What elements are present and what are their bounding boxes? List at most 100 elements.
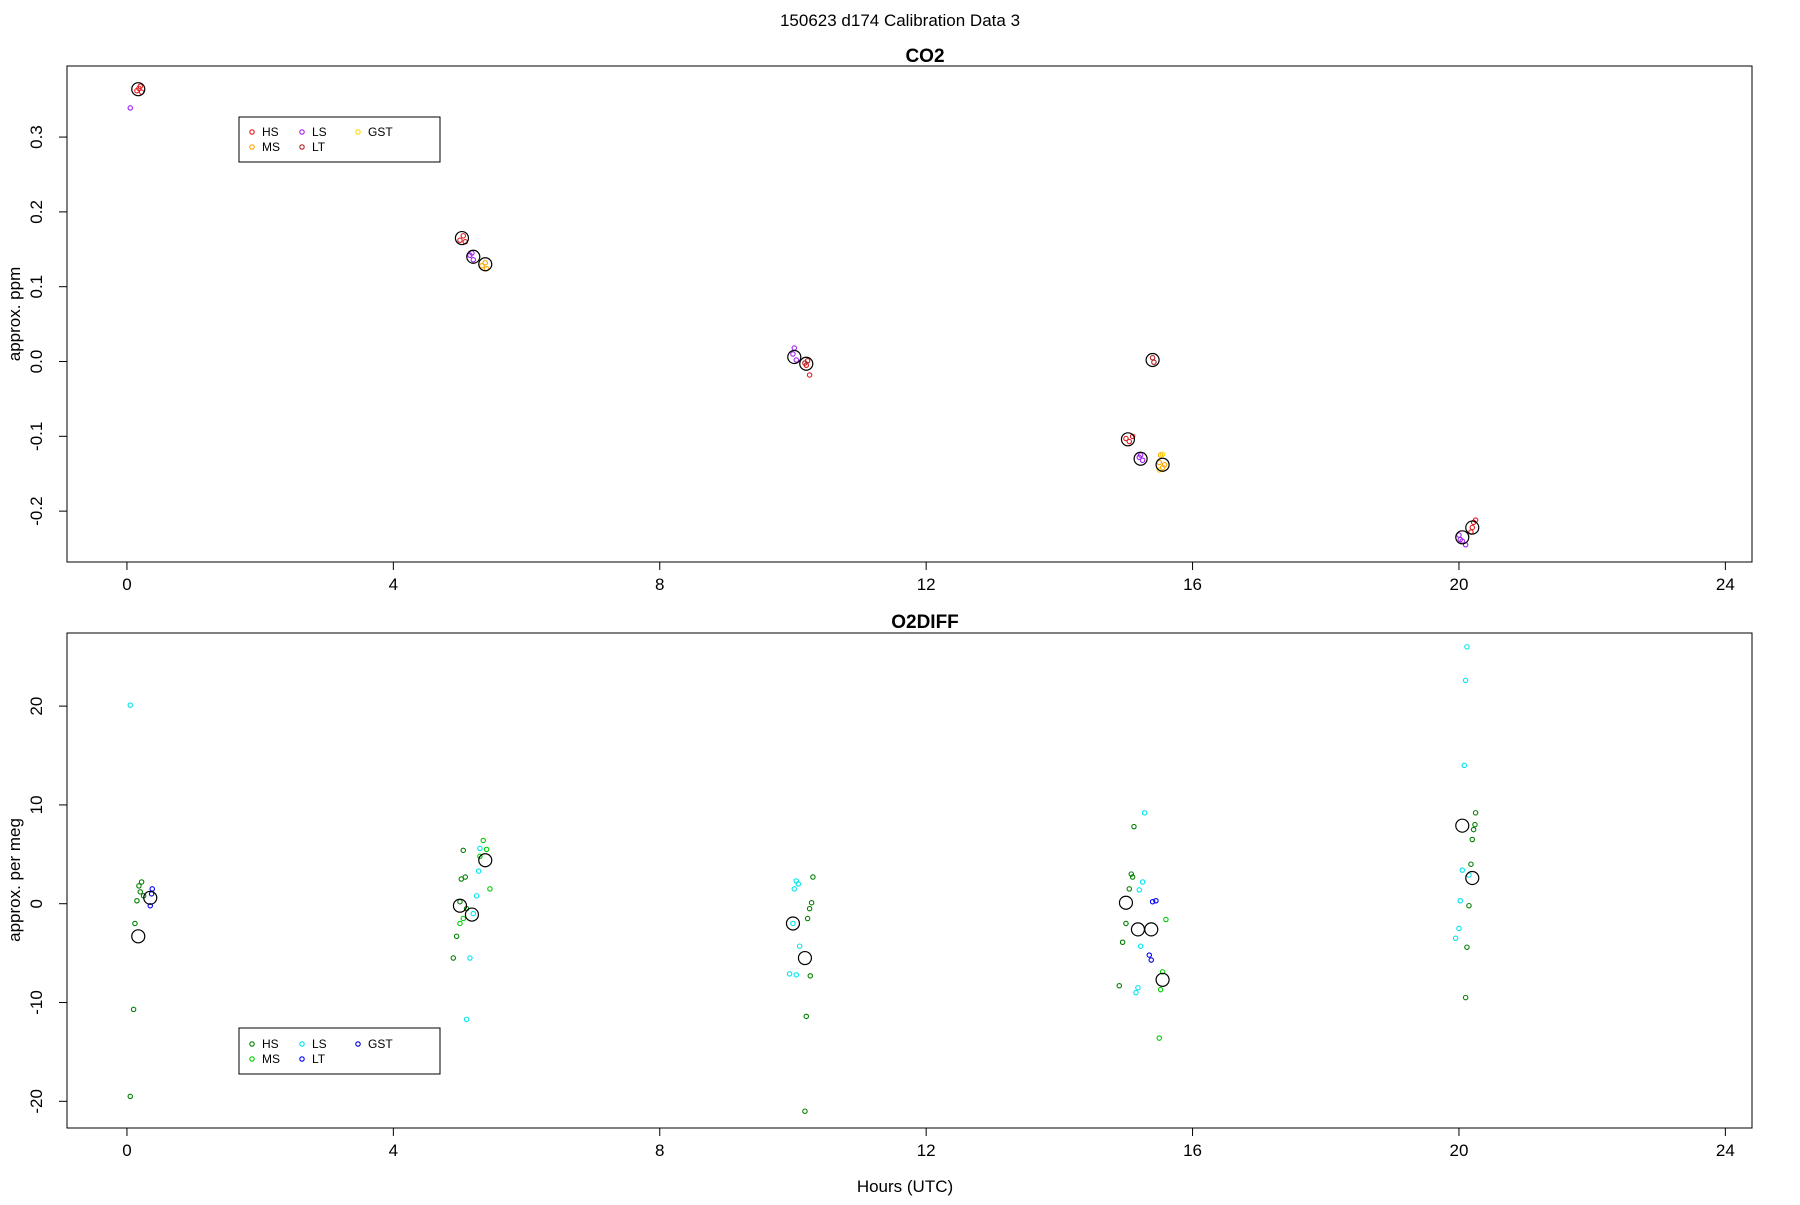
o2diff-point-hs <box>804 915 811 922</box>
o2diff-point-ls <box>796 943 803 949</box>
co2-point-ls <box>793 357 800 363</box>
o2diff-x-tick-label: 24 <box>1716 1141 1735 1160</box>
o2diff-legend-label-ls: LS <box>312 1037 327 1051</box>
o2diff-point-hs <box>1472 810 1479 816</box>
o2diff-mean-marker <box>1455 818 1470 833</box>
co2-legend-marker-hs <box>249 129 255 135</box>
co2-legend-label-hs: HS <box>262 125 279 139</box>
co2-x-tick-label: 4 <box>389 575 398 594</box>
o2diff-mean-marker <box>1118 895 1134 910</box>
o2diff-point-ms <box>480 837 487 844</box>
o2diff-mean-marker <box>797 950 813 966</box>
o2diff-point-ls <box>1136 887 1143 893</box>
o2diff-mean-marker <box>464 907 480 922</box>
o2diff-point-lt <box>1148 957 1155 963</box>
co2-x-axis: 0 4 8 12 16 20 24 <box>122 561 1735 594</box>
co2-x-tick-label: 20 <box>1449 575 1468 594</box>
o2diff-point-hs <box>806 905 813 912</box>
co2-point-gst <box>1159 451 1166 458</box>
o2diff-point-lt <box>149 886 155 892</box>
o2diff-point-hs <box>130 1006 137 1013</box>
co2-mean-marker <box>1145 352 1160 368</box>
o2diff-point-hs <box>462 874 469 880</box>
o2diff-legend-marker-lt <box>299 1056 305 1062</box>
o2diff-mean-marker <box>143 890 158 905</box>
o2diff-point-hs <box>803 1013 810 1020</box>
co2-data-marks <box>127 82 1480 548</box>
o2diff-point-ls <box>473 893 480 899</box>
o2diff-point-ms <box>483 846 490 853</box>
o2diff-point-ls <box>1141 810 1148 816</box>
o2diff-x-tick-label: 16 <box>1183 1141 1202 1160</box>
o2diff-point-hs <box>1466 902 1472 909</box>
o2diff-point-lt <box>1153 898 1159 904</box>
o2diff-point-ms <box>457 920 463 927</box>
o2diff-mean-marker <box>1144 922 1159 937</box>
co2-x-tick-label: 12 <box>917 575 936 594</box>
o2diff-legend-marker-ls <box>299 1041 305 1047</box>
co2-mean-marker <box>454 230 470 246</box>
co2-y-tick-label: 0.1 <box>27 275 46 299</box>
o2diff-point-ms <box>477 853 483 860</box>
co2-mean-marker <box>1465 520 1480 535</box>
o2diff-y-tick-label: -20 <box>27 1089 46 1114</box>
o2diff-point-hs <box>132 920 138 927</box>
co2-y-axis: -0.2 -0.1 0.0 0.1 0.2 0.3 <box>27 125 68 526</box>
o2diff-point-hs <box>1126 886 1133 892</box>
co2-legend-label-gst: GST <box>368 125 393 139</box>
o2diff-point-hs <box>1131 823 1137 830</box>
o2diff-point-ls <box>467 955 473 961</box>
o2diff-x-tick-label: 12 <box>917 1141 936 1160</box>
o2diff-mean-marker <box>1130 922 1146 937</box>
co2-point-hs <box>457 237 463 244</box>
o2diff-point-hs <box>457 898 463 905</box>
o2diff-panel-title: O2DIFF <box>891 612 959 633</box>
o2diff-point-hs <box>1470 826 1477 833</box>
o2diff-point-ls <box>1462 677 1469 684</box>
co2-point-ls <box>1457 536 1464 543</box>
o2diff-mean-marker <box>1155 972 1170 987</box>
o2diff-point-hs <box>127 1093 134 1100</box>
o2diff-point-lt <box>1149 898 1156 905</box>
o2diff-point-ms <box>1156 1035 1163 1041</box>
o2diff-point-hs <box>808 899 815 906</box>
co2-mean-marker <box>799 356 814 371</box>
o2diff-point-ls <box>463 1016 470 1023</box>
o2diff-point-hs <box>460 847 467 854</box>
o2diff-point-hs <box>137 889 144 895</box>
o2diff-point-ls <box>127 702 134 708</box>
o2diff-mean-marker <box>131 929 146 944</box>
co2-mean-marker <box>131 82 146 97</box>
o2diff-point-ls <box>1139 879 1146 885</box>
o2diff-point-ls <box>1459 867 1466 873</box>
co2-mean-marker <box>787 349 802 365</box>
o2diff-point-hs <box>453 933 460 940</box>
o2diff-point-lt <box>147 902 154 909</box>
co2-y-tick-label: 0.0 <box>27 350 46 374</box>
o2diff-point-hs <box>1472 821 1478 828</box>
o2diff-point-hs <box>1129 874 1136 880</box>
co2-point-lt <box>1149 355 1156 361</box>
o2diff-point-hs <box>807 973 814 979</box>
co2-y-tick-label: 0.3 <box>27 125 46 149</box>
o2diff-point-ls <box>1133 989 1139 996</box>
o2diff-y-tick-label: 10 <box>27 795 46 814</box>
o2diff-point-ms <box>487 886 493 892</box>
o2diff-point-hs <box>138 879 145 885</box>
o2diff-point-ls <box>793 972 800 978</box>
co2-x-tick-label: 16 <box>1183 575 1202 594</box>
o2diff-panel: O2DIFF 0 4 8 12 16 20 24 -20 -10 0 10 20 approx. p… <box>5 612 1753 1196</box>
o2diff-point-hs <box>1128 871 1135 877</box>
o2diff-point-hs <box>450 955 457 961</box>
o2diff-y-axis-label: approx. per meg <box>5 818 24 942</box>
o2diff-point-hs <box>810 874 816 880</box>
o2diff-data-marks <box>127 644 1480 1114</box>
co2-legend-marker-lt <box>299 144 305 150</box>
o2diff-y-axis: -20 -10 0 10 20 <box>27 697 68 1114</box>
o2diff-legend-marker-hs <box>249 1041 255 1047</box>
co2-point-ls <box>470 257 477 263</box>
o2diff-x-tick-label: 20 <box>1449 1141 1468 1160</box>
o2diff-point-ls <box>470 910 477 917</box>
